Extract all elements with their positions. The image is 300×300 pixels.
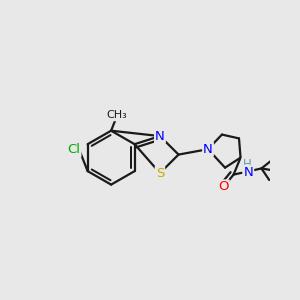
Text: Cl: Cl — [68, 143, 80, 157]
Text: O: O — [218, 180, 229, 194]
Text: H: H — [242, 158, 251, 171]
Text: CH₃: CH₃ — [106, 110, 127, 120]
Text: S: S — [156, 167, 164, 180]
Text: N: N — [243, 166, 253, 179]
Text: N: N — [203, 143, 213, 156]
Text: N: N — [155, 130, 165, 142]
